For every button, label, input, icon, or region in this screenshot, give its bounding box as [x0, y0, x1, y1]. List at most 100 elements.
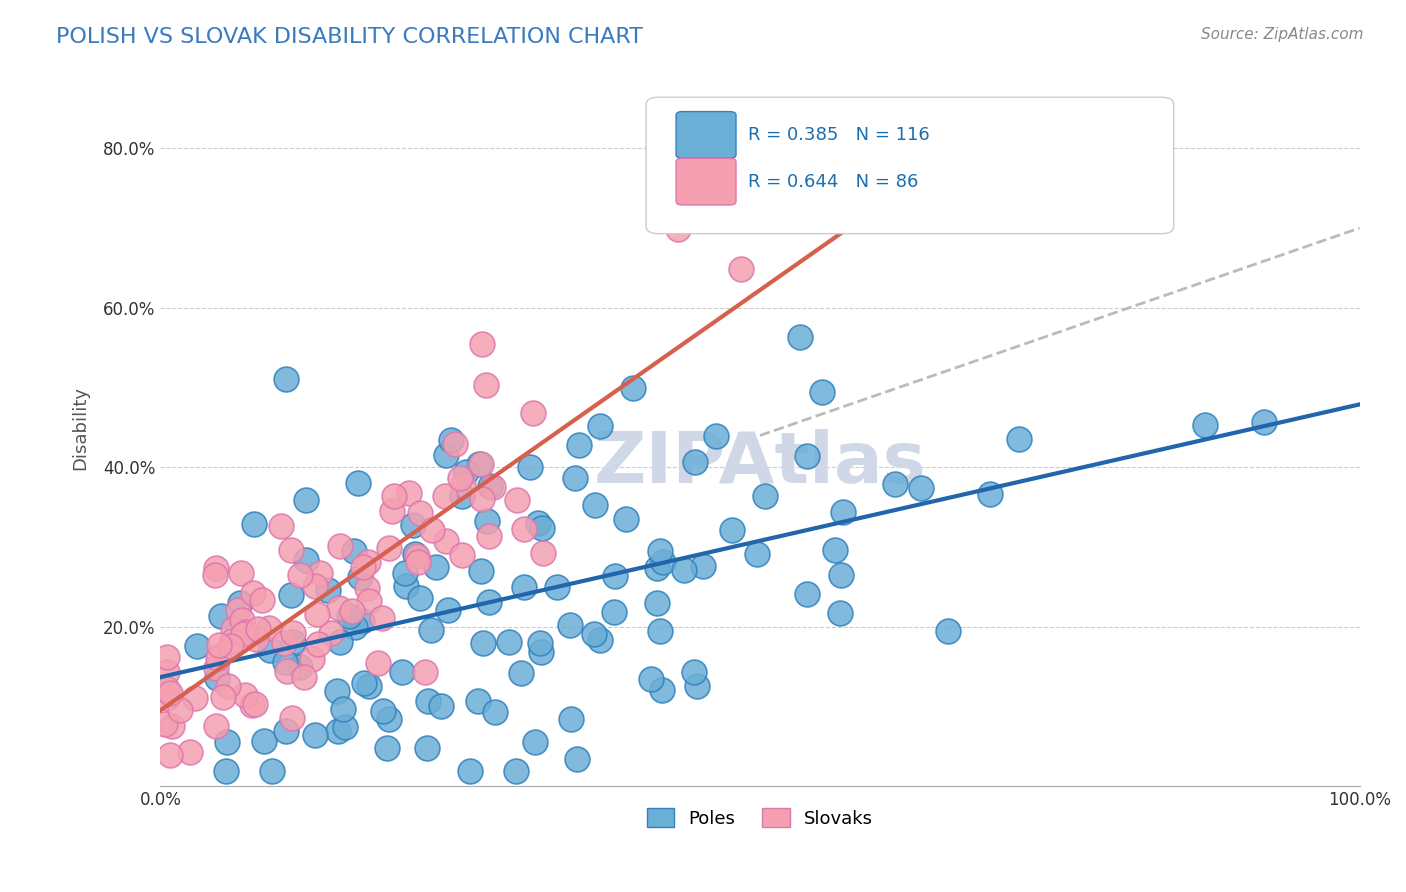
Point: [413, 665, 436, 679]
Point: [524, 735, 547, 749]
Point: [301, 652, 323, 666]
Point: [208, 639, 231, 653]
Point: [564, 470, 586, 484]
Point: [436, 603, 458, 617]
Point: [683, 454, 706, 468]
Point: [505, 764, 527, 778]
Point: [498, 635, 520, 649]
Point: [214, 764, 236, 778]
Point: [205, 561, 228, 575]
Point: [884, 477, 907, 491]
Point: [381, 504, 404, 518]
Point: [527, 516, 550, 531]
Point: [560, 617, 582, 632]
Point: [245, 632, 267, 646]
Point: [257, 621, 280, 635]
Point: [295, 493, 318, 508]
Point: [357, 594, 380, 608]
Point: [240, 698, 263, 713]
Point: [645, 596, 668, 610]
Point: [484, 706, 506, 720]
Point: [328, 601, 350, 615]
Point: [274, 371, 297, 385]
Point: [478, 478, 501, 492]
Point: [156, 681, 179, 696]
Point: [478, 529, 501, 543]
Point: [409, 506, 432, 520]
Point: [468, 457, 491, 471]
Point: [304, 579, 326, 593]
Point: [440, 433, 463, 447]
Point: [529, 636, 551, 650]
Point: [546, 580, 568, 594]
Text: R = 0.385   N = 116: R = 0.385 N = 116: [748, 127, 929, 145]
Point: [221, 639, 243, 653]
Point: [179, 745, 201, 759]
Point: [340, 604, 363, 618]
Point: [217, 679, 239, 693]
Point: [394, 566, 416, 580]
Point: [522, 406, 544, 420]
FancyBboxPatch shape: [676, 158, 735, 205]
Point: [449, 471, 471, 485]
Point: [207, 648, 229, 663]
FancyBboxPatch shape: [676, 112, 735, 158]
Point: [326, 723, 349, 738]
Point: [478, 594, 501, 608]
Point: [652, 555, 675, 569]
Point: [295, 552, 318, 566]
Point: [614, 512, 637, 526]
Point: [936, 624, 959, 639]
Point: [692, 558, 714, 573]
Point: [530, 645, 553, 659]
Point: [451, 478, 474, 492]
Point: [281, 626, 304, 640]
Point: [204, 661, 226, 675]
Point: [229, 596, 252, 610]
Text: Source: ZipAtlas.com: Source: ZipAtlas.com: [1201, 27, 1364, 42]
Point: [730, 261, 752, 276]
Point: [640, 672, 662, 686]
Point: [280, 711, 302, 725]
Point: [425, 559, 447, 574]
Point: [430, 699, 453, 714]
Point: [910, 481, 932, 495]
Point: [747, 547, 769, 561]
Point: [621, 381, 644, 395]
Point: [262, 764, 284, 778]
Point: [316, 583, 339, 598]
Point: [830, 567, 852, 582]
Point: [350, 614, 373, 628]
Point: [475, 514, 498, 528]
Point: [416, 694, 439, 708]
Point: [276, 664, 298, 678]
Point: [357, 555, 380, 569]
Point: [506, 492, 529, 507]
Point: [588, 633, 610, 648]
Point: [233, 688, 256, 702]
Point: [270, 519, 292, 533]
Point: [377, 741, 399, 756]
Point: [683, 665, 706, 679]
Point: [824, 542, 846, 557]
Point: [391, 665, 413, 679]
Point: [395, 579, 418, 593]
Point: [347, 476, 370, 491]
Point: [582, 626, 605, 640]
Point: [273, 636, 295, 650]
Point: [169, 703, 191, 717]
FancyBboxPatch shape: [647, 97, 1174, 234]
Point: [444, 437, 467, 451]
Point: [1194, 418, 1216, 433]
Point: [308, 566, 330, 581]
Point: [568, 438, 591, 452]
Point: [704, 429, 727, 443]
Point: [470, 458, 492, 472]
Y-axis label: Disability: Disability: [72, 385, 89, 469]
Point: [242, 517, 264, 532]
Point: [510, 666, 533, 681]
Point: [474, 378, 496, 392]
Point: [512, 522, 534, 536]
Point: [467, 694, 489, 708]
Point: [451, 548, 474, 562]
